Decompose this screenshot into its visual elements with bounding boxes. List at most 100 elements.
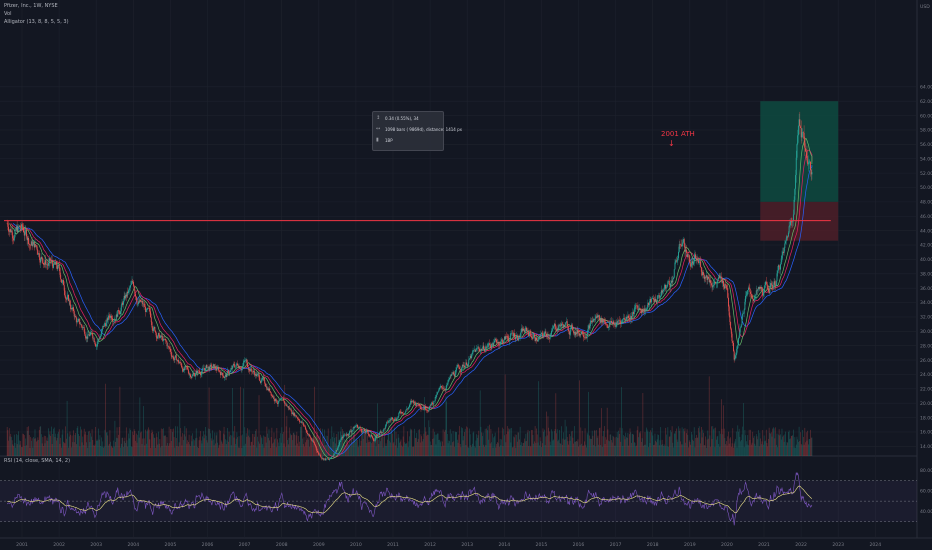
time-tick-label: 2004 — [127, 542, 139, 548]
candle-body — [110, 315, 112, 318]
volume-bar — [573, 443, 574, 456]
volume-bar — [394, 445, 396, 456]
volume-bar — [208, 387, 210, 456]
candle-body — [548, 338, 550, 339]
candle-body — [359, 427, 361, 428]
volume-bar — [744, 430, 746, 456]
volume-bar — [378, 443, 380, 456]
symbol-legend[interactable]: Pfizer, Inc., 1W, NYSE — [4, 3, 58, 9]
volume-bar — [396, 438, 398, 456]
candle-body — [616, 321, 618, 324]
volume-bar — [115, 437, 117, 456]
volume-bar — [572, 437, 574, 456]
candle-body — [545, 331, 547, 334]
candle-body — [489, 344, 491, 346]
candle-body — [371, 434, 373, 437]
volume-bar — [397, 447, 398, 456]
volume-bar — [188, 441, 189, 456]
volume-bar — [765, 429, 767, 456]
volume-bar — [756, 436, 758, 456]
volume-bar — [511, 427, 512, 456]
candle-body — [213, 364, 215, 368]
time-axis[interactable]: 2001 2002 2003 2004 2005 2006 2007 2008 2009 2010… — [16, 542, 881, 548]
candle-body — [330, 457, 332, 459]
candle-body — [437, 391, 439, 393]
volume-bar — [680, 441, 682, 456]
candle-body — [120, 305, 122, 312]
volume-bar — [349, 446, 351, 456]
candle-body — [347, 434, 348, 435]
volume-bar — [524, 441, 526, 456]
volume-bar — [235, 438, 237, 456]
rsi-legend[interactable]: RSI (14, close, SMA, 14, 2) — [4, 458, 71, 464]
volume-bar — [379, 431, 380, 456]
alligator-legend[interactable]: Alligator (13, 8, 8, 5, 5, 3) — [4, 19, 69, 25]
volume-bar — [519, 426, 521, 456]
time-tick-label: 2001 — [16, 542, 28, 548]
candle-body — [792, 221, 794, 223]
price-tick-label: 14.00 — [920, 444, 932, 450]
candle-body — [716, 282, 718, 284]
candle-body — [646, 307, 648, 309]
volume-bar — [300, 426, 301, 456]
volume-bar — [305, 442, 306, 456]
candle-body — [708, 278, 710, 282]
volume-bar — [110, 441, 111, 456]
candle-body — [195, 371, 197, 375]
volume-bar — [769, 432, 771, 456]
volume-bar — [212, 430, 213, 456]
volume-bar — [658, 435, 659, 456]
volume-legend[interactable]: Vol — [4, 11, 12, 17]
candle-body — [239, 366, 241, 369]
candle-body — [600, 318, 602, 323]
volume-bar — [334, 437, 335, 456]
volume-bar — [755, 445, 756, 456]
candle-body — [417, 403, 419, 405]
volume-bar — [770, 432, 772, 456]
volume-bar — [270, 447, 271, 456]
candle-body — [370, 434, 372, 436]
volume-bar — [564, 419, 566, 456]
candle-body — [172, 356, 174, 360]
volume-bar — [440, 440, 442, 456]
candle-body — [799, 119, 801, 127]
candle-body — [337, 446, 339, 449]
volume-bar — [423, 433, 425, 456]
volume-bar — [474, 446, 475, 456]
volume-bar — [306, 440, 308, 456]
volume-bar — [387, 428, 389, 456]
candle-body — [698, 260, 699, 263]
volume-bar — [514, 434, 516, 456]
volume-bar — [235, 443, 236, 456]
volume-bar — [803, 444, 805, 456]
volume-bar — [231, 435, 233, 456]
candle-body — [150, 311, 152, 318]
candle-body — [43, 262, 44, 265]
candle-body — [191, 375, 193, 378]
candle-body — [252, 370, 254, 373]
candle-body — [768, 291, 770, 293]
volume-bar — [389, 440, 390, 456]
volume-bar — [584, 428, 586, 456]
candle-body — [284, 401, 286, 404]
candle-body — [696, 259, 698, 261]
volume-bar — [429, 441, 431, 456]
candle-body — [96, 344, 98, 347]
volume-bar — [236, 432, 238, 456]
volume-bar — [601, 408, 602, 456]
volume-bar — [265, 436, 266, 456]
volume-bar — [149, 439, 151, 456]
volume-bar — [637, 426, 639, 456]
candle-body — [424, 406, 426, 409]
ath-label[interactable]: 2001 ATH — [661, 130, 695, 138]
volume-bar — [559, 430, 560, 456]
price-axis[interactable]: 14.0016.0018.0020.0022.0024.0026.0028.00… — [920, 4, 932, 515]
candle-body — [409, 404, 411, 408]
volume-bar — [484, 446, 485, 456]
candle-body — [205, 365, 207, 369]
volume-bar — [542, 428, 544, 456]
volume-bar — [664, 446, 666, 456]
volume-bar — [691, 431, 692, 456]
candle-body — [405, 409, 407, 412]
